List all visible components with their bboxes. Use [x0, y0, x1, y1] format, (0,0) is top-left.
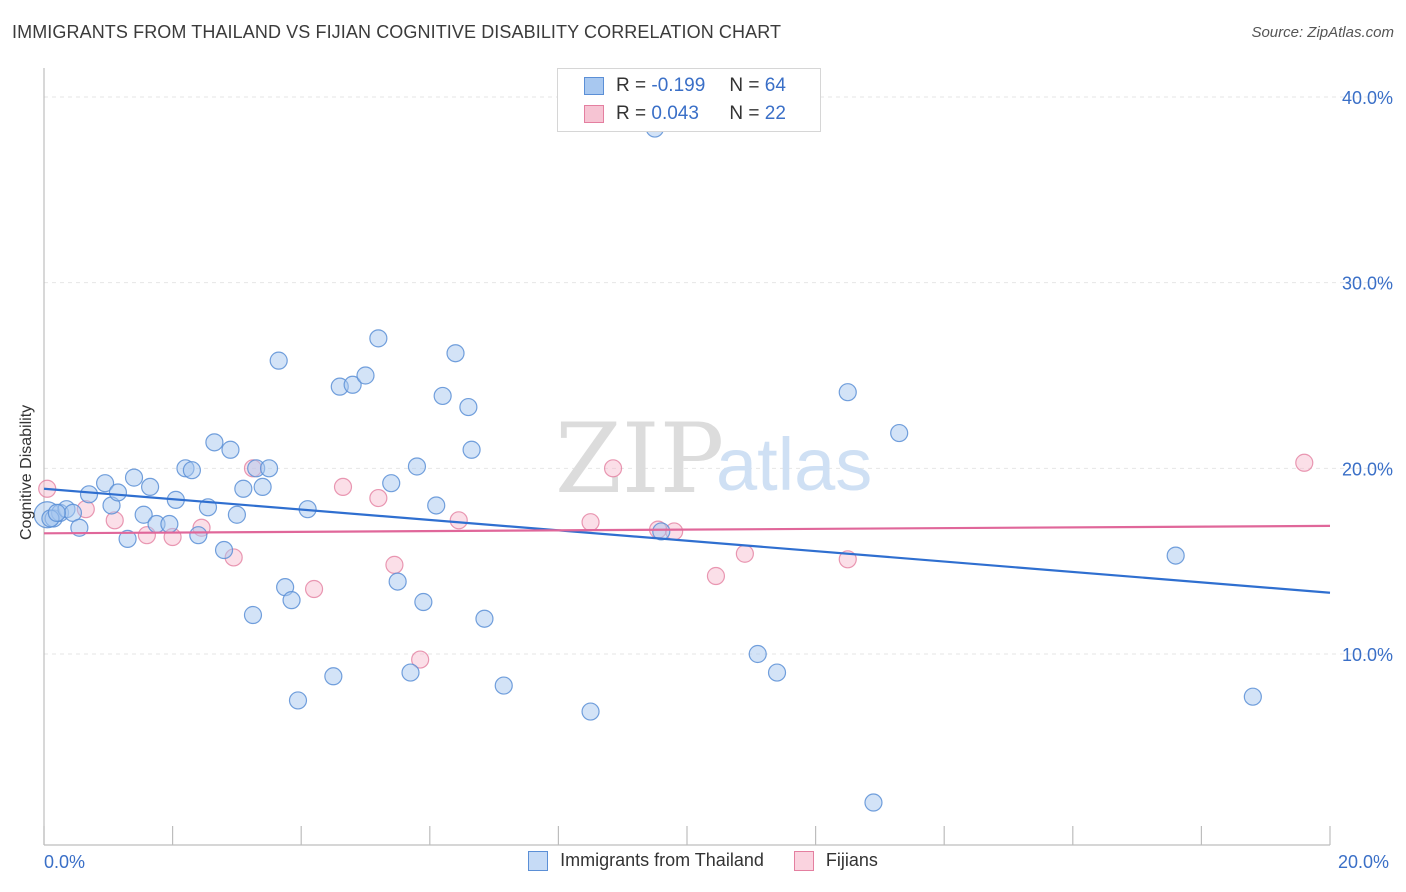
thailand-point	[343, 375, 362, 394]
thailand-point	[269, 351, 288, 370]
thailand-point	[864, 793, 883, 812]
thailand-point	[140, 477, 160, 496]
n-value: 64	[764, 75, 786, 96]
thailand-point	[108, 483, 128, 502]
r-label: R =	[616, 75, 647, 96]
fijians-point	[333, 477, 353, 496]
fijians-point	[385, 555, 404, 574]
fijians-point	[735, 544, 754, 563]
source-attribution: Source: ZipAtlas.com	[1251, 24, 1394, 41]
series-legend: Immigrants from Thailand Fijians	[0, 850, 1406, 871]
fijians-legend-swatch	[793, 850, 814, 871]
n-label: N =	[729, 103, 760, 124]
fijians-point	[411, 650, 430, 669]
thailand-point	[1166, 546, 1185, 565]
thailand-point	[433, 386, 452, 406]
fijians-point	[603, 459, 623, 478]
thailand-point	[189, 526, 208, 545]
thailand-point	[382, 474, 401, 493]
thailand-point	[407, 457, 427, 476]
thailand-point	[282, 591, 301, 610]
legend-item-thailand: Immigrants from Thailand	[528, 850, 764, 871]
thailand-point	[118, 529, 137, 548]
thailand-swatch	[584, 77, 604, 95]
thailand-point	[259, 459, 279, 478]
x-tick-min: 0.0%	[44, 852, 86, 872]
thailand-point	[652, 522, 671, 541]
thailand-point	[767, 663, 787, 682]
watermark-zip: ZIP	[555, 403, 724, 515]
thailand-point	[134, 505, 153, 524]
thailand-point	[234, 479, 253, 498]
thailand-point	[227, 505, 246, 524]
legend-item-fijians: Fijians	[793, 850, 878, 871]
thailand-point	[1243, 687, 1262, 706]
thailand-point	[95, 474, 115, 493]
thailand-point	[369, 329, 388, 348]
trend-lines	[43, 487, 1331, 594]
legend-row-fijians: R = 0.043 N = 22	[584, 102, 786, 126]
y-tick-label: 40.0%	[1342, 88, 1393, 108]
thailand-point	[356, 366, 375, 385]
fijians-point	[304, 579, 324, 599]
thailand-point	[253, 477, 272, 496]
r-value: 0.043	[651, 103, 699, 124]
thailand-trend-line	[43, 487, 1331, 594]
thailand-point	[414, 592, 433, 612]
thailand-points	[33, 119, 1262, 812]
thailand-point	[462, 440, 481, 459]
watermark-atlas: atlas	[716, 423, 872, 506]
y-tick-label: 20.0%	[1342, 459, 1393, 479]
thailand-legend-label: Immigrants from Thailand	[560, 850, 764, 870]
thailand-point	[160, 514, 179, 534]
fijians-legend-label: Fijians	[825, 850, 878, 870]
thailand-legend-swatch	[528, 850, 549, 871]
thailand-point	[182, 461, 201, 480]
thailand-point	[890, 423, 909, 443]
thailand-point	[475, 609, 494, 628]
correlation-legend: R = -0.199 N = 64 R = 0.043 N = 22	[557, 68, 821, 132]
r-value: -0.199	[651, 75, 706, 96]
x-tick-max: 20.0%	[1338, 852, 1390, 872]
thailand-point	[748, 644, 767, 664]
fijians-point	[105, 511, 124, 530]
fijians-point	[581, 513, 600, 532]
thailand-point	[243, 605, 263, 625]
thailand-point	[124, 468, 144, 487]
chart-title: IMMIGRANTS FROM THAILAND VS FIJIAN COGNI…	[12, 22, 782, 42]
fijians-point	[1295, 453, 1314, 472]
thailand-point	[288, 691, 308, 710]
r-label: R =	[616, 103, 647, 124]
thailand-point	[47, 503, 66, 522]
y-tick-label: 10.0%	[1342, 645, 1393, 665]
fijians-point	[706, 566, 726, 586]
legend-row-thailand: R = -0.199 N = 64	[584, 74, 786, 98]
fijians-point	[369, 488, 388, 508]
y-tick-labels: 10.0% 20.0% 30.0% 40.0%	[1342, 88, 1393, 665]
thailand-point	[324, 667, 343, 686]
thailand-point	[401, 663, 420, 682]
thailand-point	[427, 496, 446, 515]
fijians-point	[449, 511, 468, 530]
thailand-point	[214, 540, 234, 560]
thailand-point	[388, 572, 407, 591]
thailand-point	[494, 676, 513, 695]
n-label: N =	[729, 75, 760, 96]
n-value: 22	[764, 103, 786, 124]
fijians-swatch	[584, 105, 604, 123]
y-tick-label: 30.0%	[1342, 274, 1393, 294]
axes	[43, 68, 1331, 846]
fijians-trend-line	[43, 524, 1331, 535]
y-axis-label: Cognitive Disability	[18, 404, 35, 540]
thailand-point	[581, 702, 600, 721]
thailand-point	[838, 383, 857, 402]
thailand-point	[205, 433, 224, 452]
thailand-point	[459, 397, 478, 417]
thailand-point	[446, 344, 465, 363]
thailand-point	[221, 440, 240, 459]
thailand-point	[79, 485, 99, 504]
